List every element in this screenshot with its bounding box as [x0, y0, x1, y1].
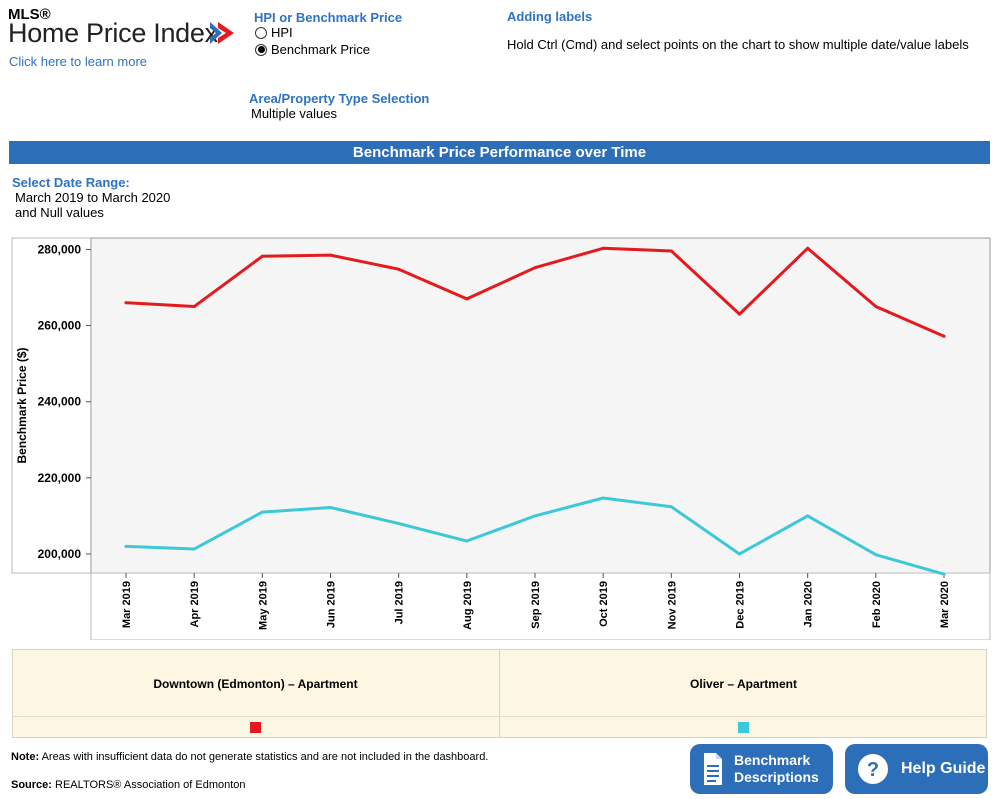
adding-labels-text: Hold Ctrl (Cmd) and select points on the…	[507, 37, 969, 52]
benchmark-descriptions-button[interactable]: Benchmark Descriptions	[690, 744, 833, 794]
x-tick-label: Sep 2019	[530, 581, 542, 629]
x-tick-label: Mar 2020	[939, 581, 951, 628]
source-body: REALTORS® Association of Edmonton	[55, 779, 246, 791]
y-tick-label: 280,000	[38, 242, 82, 256]
plot-area	[90, 237, 991, 574]
area-selection-value[interactable]: Multiple values	[251, 106, 337, 121]
x-tick-label: Jun 2019	[326, 581, 338, 628]
radio-hpi[interactable]: HPI	[255, 25, 293, 40]
x-tick-label: Nov 2019	[666, 581, 678, 629]
x-axis-panel	[90, 572, 991, 640]
x-tick-label: Dec 2019	[735, 581, 747, 629]
data-point	[533, 514, 537, 518]
legend-swatch-downtown[interactable]	[250, 722, 261, 733]
x-tick-label: Jul 2019	[394, 581, 406, 624]
data-point	[329, 506, 332, 510]
x-tick-label: May 2019	[257, 581, 269, 630]
data-point	[942, 334, 946, 338]
data-point	[397, 522, 401, 526]
data-point	[738, 552, 741, 556]
legend-divider-horizontal	[12, 716, 987, 717]
data-point	[192, 547, 196, 551]
data-point	[738, 312, 741, 316]
radio-benchmark-dot[interactable]	[255, 43, 267, 56]
data-point	[124, 544, 128, 548]
svg-text:?: ?	[867, 759, 879, 781]
x-tick-label: Apr 2019	[189, 581, 201, 627]
x-tick-label: Jan 2020	[803, 581, 815, 627]
data-point	[942, 572, 946, 576]
y-tick-label: 200,000	[38, 547, 82, 561]
x-tick-label: Aug 2019	[462, 581, 474, 630]
data-point	[874, 305, 878, 309]
mls-logo-text: MLS®	[8, 6, 51, 23]
adding-labels-title: Adding labels	[507, 9, 593, 24]
radio-hpi-label: HPI	[271, 25, 293, 40]
note-text: Note: Areas with insufficient data do no…	[11, 751, 488, 763]
data-point	[533, 266, 537, 270]
data-point	[874, 553, 878, 557]
data-point	[669, 249, 673, 253]
x-tick-label: Feb 2020	[871, 581, 883, 628]
chart-title-bar: Benchmark Price Performance over Time	[9, 141, 990, 164]
logo-arrow-icon	[210, 22, 234, 44]
measure-label: HPI or Benchmark Price	[254, 10, 403, 25]
data-point	[397, 267, 401, 271]
radio-benchmark-label: Benchmark Price	[271, 42, 370, 57]
data-point	[329, 253, 332, 257]
data-point	[601, 496, 605, 500]
radio-benchmark-price[interactable]: Benchmark Price	[255, 42, 370, 57]
data-point	[806, 246, 810, 250]
data-point	[260, 254, 264, 258]
legend-label-downtown[interactable]: Downtown (Edmonton) – Apartment	[153, 677, 358, 691]
data-point	[465, 297, 469, 301]
data-point	[669, 505, 673, 509]
help-guide-label: Help Guide	[901, 760, 986, 777]
source-label: Source	[11, 779, 49, 791]
note-label: Note:	[11, 751, 40, 763]
legend-label-oliver[interactable]: Oliver – Apartment	[690, 677, 797, 691]
source-text: Source: REALTORS® Association of Edmonto…	[11, 779, 246, 791]
data-point	[806, 514, 810, 518]
y-tick-label: 260,000	[38, 319, 82, 333]
data-point	[124, 301, 128, 305]
x-tick-label: Oct 2019	[598, 581, 610, 627]
legend-divider	[499, 649, 500, 738]
help-guide-button[interactable]: ? Help Guide	[845, 744, 988, 794]
data-point	[601, 246, 605, 250]
x-tick-label: Mar 2019	[121, 581, 133, 628]
area-selection-label: Area/Property Type Selection	[249, 91, 430, 106]
y-tick-label: 240,000	[38, 395, 82, 409]
date-range-null[interactable]: and Null values	[15, 205, 104, 220]
data-point	[260, 510, 264, 514]
y-axis-label: Benchmark Price ($)	[15, 347, 29, 463]
legend-swatch-oliver[interactable]	[738, 722, 749, 733]
date-range-label: Select Date Range:	[12, 175, 130, 190]
note-body: Areas with insufficient data do not gene…	[41, 751, 489, 763]
date-range-value[interactable]: March 2019 to March 2020	[15, 190, 171, 205]
data-point	[465, 539, 469, 543]
home-price-index-logo: Home Price Index	[8, 18, 218, 48]
y-tick-label: 220,000	[38, 471, 82, 485]
benchmark-button-line1: Benchmark	[734, 752, 811, 768]
question-icon: ?	[858, 754, 888, 784]
y-axis-panel	[11, 237, 92, 574]
benchmark-button-line2: Descriptions	[734, 769, 819, 785]
learn-more-link[interactable]: Click here to learn more	[9, 54, 147, 69]
data-point	[192, 305, 196, 309]
benchmark-price-chart[interactable]: 200,000 220,000 240,000 260,000 280,000 Bench…	[0, 230, 999, 640]
radio-hpi-dot[interactable]	[255, 26, 267, 39]
document-icon	[704, 753, 722, 785]
